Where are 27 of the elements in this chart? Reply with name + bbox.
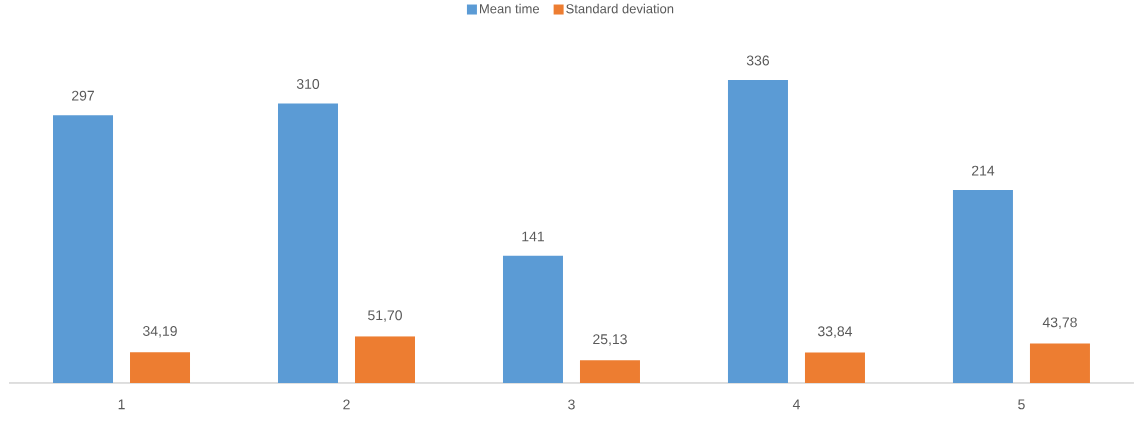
bar bbox=[53, 115, 114, 383]
data-label: 43,78 bbox=[1042, 317, 1077, 329]
bar bbox=[1029, 343, 1090, 383]
bar bbox=[952, 190, 1013, 383]
data-label: 25,13 bbox=[593, 334, 627, 346]
x-tick-label: 3 bbox=[568, 399, 575, 410]
x-tick-label: 2 bbox=[343, 399, 350, 410]
legend-label: Mean time bbox=[480, 3, 540, 14]
bar bbox=[727, 79, 788, 383]
data-label: 336 bbox=[746, 55, 770, 66]
legend-label: Standard deviation bbox=[566, 3, 674, 14]
data-label: 33,84 bbox=[817, 326, 853, 338]
data-label: 34,19 bbox=[143, 326, 177, 338]
x-tick-label: 1 bbox=[118, 399, 125, 410]
data-label: 310 bbox=[296, 78, 320, 89]
data-label: 214 bbox=[971, 165, 995, 176]
bar bbox=[355, 336, 415, 383]
data-label: 297 bbox=[72, 90, 94, 101]
x-tick-label: 4 bbox=[792, 399, 800, 410]
bar bbox=[579, 360, 640, 383]
x-tick-label: 5 bbox=[1018, 399, 1025, 410]
data-label: 51,70 bbox=[368, 310, 402, 322]
bar bbox=[130, 352, 191, 383]
data-label: 141 bbox=[522, 231, 544, 242]
bar bbox=[804, 352, 865, 383]
bar bbox=[502, 255, 563, 383]
bar bbox=[278, 103, 338, 383]
